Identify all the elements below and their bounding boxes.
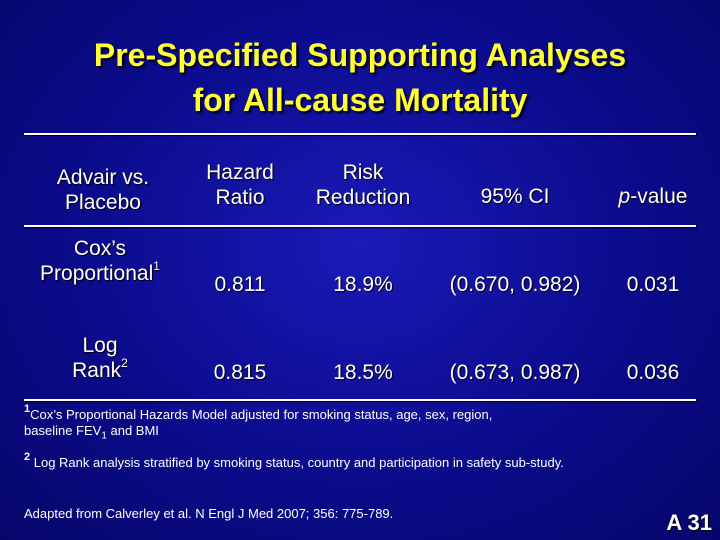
row-2-risk-reduction: 18.5% (333, 361, 393, 384)
header-hazard-ratio: Hazard Ratio (185, 160, 295, 210)
footnote-1-text-a: Cox’s Proportional Hazards Model adjuste… (30, 407, 493, 422)
footnote-2: 2 Log Rank analysis stratified by smokin… (24, 451, 704, 471)
title-divider (24, 133, 696, 135)
footnote-1: 1Cox’s Proportional Hazards Model adjust… (24, 403, 704, 445)
header-risk-reduction: Risk Reduction (298, 160, 428, 210)
footnote-1-marker: 1 (24, 402, 31, 415)
row-1-name-line2: Proportional1 (20, 259, 180, 286)
footnote-1-subscript: 1 (101, 430, 107, 442)
footnote-1-text-b: baseline FEV (24, 423, 102, 438)
row-2-name-text: Rank (72, 359, 122, 382)
row-2-hazard-ratio: 0.815 (213, 361, 267, 384)
header-divider (24, 225, 696, 227)
slide-number: A 31 (666, 510, 712, 535)
footnote-2-text: Log Rank analysis stratified by smoking … (30, 455, 564, 470)
row-1-p-value: 0.031 (626, 273, 680, 296)
header-p-rest: -value (630, 185, 688, 208)
table-bottom-divider (24, 399, 696, 401)
footnote-1-line1: 1Cox’s Proportional Hazards Model adjust… (24, 403, 704, 423)
header-comparison-line2: Placebo (65, 191, 141, 214)
footnote-2-marker: 2 (24, 450, 31, 463)
footnote-1-line2: baseline FEV1 and BMI (24, 423, 704, 445)
row-2-name: Log Rank2 (20, 333, 180, 383)
header-risk-reduction-line2: Reduction (315, 186, 411, 209)
footnote-1-text-c: and BMI (106, 423, 159, 438)
row-1-hazard-ratio: 0.811 (214, 273, 266, 296)
row-2-footnote-marker: 2 (121, 356, 128, 370)
row-2-name-line1: Log (82, 334, 118, 357)
row-1-name: Cox’s Proportional1 (20, 236, 180, 286)
slide-title-line-2: for All-cause Mortality (192, 82, 528, 118)
row-1-footnote-marker: 1 (153, 259, 160, 273)
header-hazard-ratio-line1: Hazard (206, 161, 274, 184)
row-2-name-line2: Rank2 (20, 356, 180, 383)
header-ci: 95% CI (480, 185, 550, 208)
row-1-name-line1: Cox’s (73, 237, 127, 260)
row-1-risk-reduction: 18.9% (333, 273, 393, 296)
header-comparison-line1: Advair vs. (56, 166, 150, 189)
header-p-value: p-value (598, 184, 708, 209)
header-hazard-ratio-line2: Ratio (215, 186, 265, 209)
source-citation: Adapted from Calverley et al. N Engl J M… (24, 506, 394, 521)
row-1-name-text: Proportional (40, 262, 154, 285)
header-risk-reduction-line1: Risk (342, 161, 384, 184)
row-2-p-value: 0.036 (626, 361, 680, 384)
slide-title-line-1: Pre-Specified Supporting Analyses (93, 37, 627, 73)
header-comparison: Advair vs. Placebo (28, 165, 178, 215)
header-p-italic: p (618, 185, 631, 208)
row-2-ci: (0.673, 0.987) (449, 361, 581, 384)
row-1-ci: (0.670, 0.982) (449, 273, 581, 296)
